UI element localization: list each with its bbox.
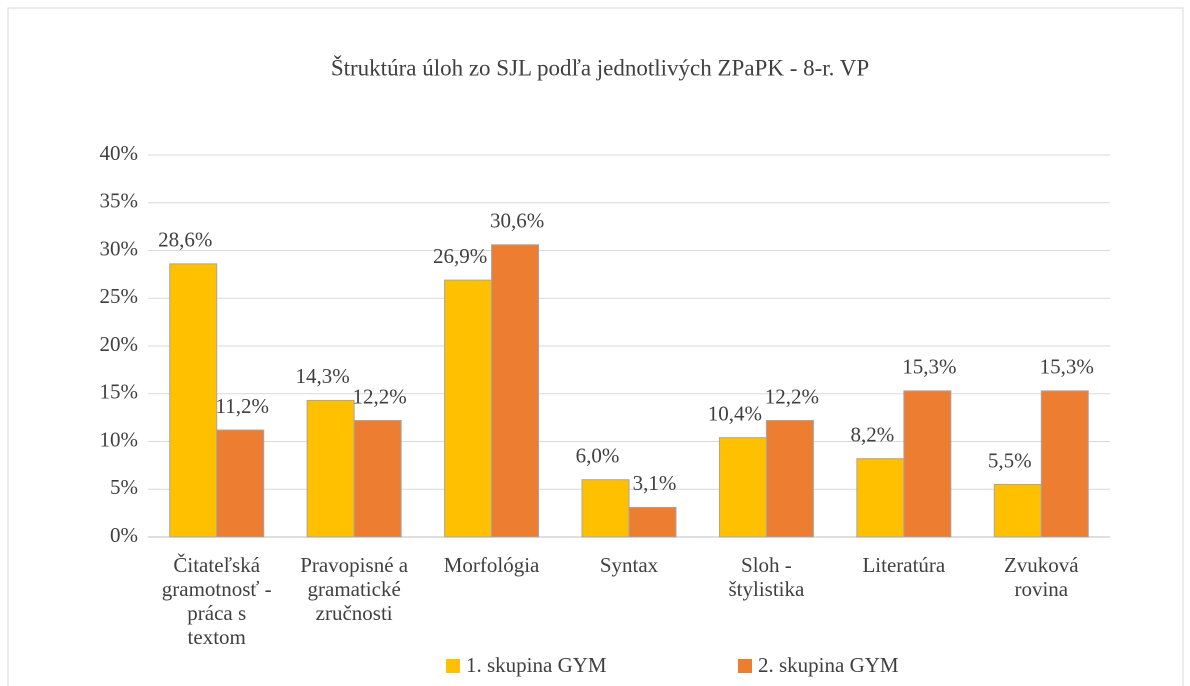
data-label: 3,1% bbox=[633, 471, 677, 495]
bar bbox=[903, 390, 952, 538]
x-tick-label: Zvuková rovina bbox=[1004, 553, 1079, 601]
bar bbox=[856, 458, 905, 538]
data-label: 15,3% bbox=[902, 355, 956, 379]
legend-swatch bbox=[738, 659, 752, 673]
data-label: 8,2% bbox=[850, 423, 894, 447]
x-tick-label: Čitateľská gramotnosť -práca s textom bbox=[162, 553, 272, 649]
y-tick-label: 40% bbox=[100, 141, 139, 165]
legend-label: 2. skupina GYM bbox=[758, 653, 899, 677]
y-tick-label: 10% bbox=[100, 427, 139, 451]
bar bbox=[1040, 390, 1089, 538]
y-tick-label: 30% bbox=[100, 236, 139, 260]
chart-title: Štruktúra úloh zo SJL podľa jednotlivých… bbox=[331, 54, 869, 80]
y-tick-label: 25% bbox=[100, 284, 139, 308]
bar bbox=[491, 244, 540, 538]
data-label: 12,2% bbox=[353, 384, 407, 408]
data-label: 12,2% bbox=[765, 384, 819, 408]
bar bbox=[628, 506, 677, 538]
legend-swatch bbox=[446, 659, 460, 673]
bar bbox=[993, 483, 1042, 538]
bar bbox=[169, 263, 218, 538]
bar bbox=[581, 479, 630, 538]
bar bbox=[306, 399, 355, 538]
data-label: 11,2% bbox=[215, 394, 268, 418]
x-tick-label: Sloh -štylistika bbox=[729, 553, 806, 601]
bar bbox=[444, 279, 493, 538]
bar bbox=[353, 419, 402, 538]
y-tick-label: 15% bbox=[100, 380, 139, 404]
y-tick-label: 5% bbox=[110, 475, 138, 499]
y-tick-label: 35% bbox=[100, 189, 139, 213]
data-label: 6,0% bbox=[576, 444, 620, 468]
y-tick-label: 0% bbox=[110, 523, 138, 547]
bar bbox=[216, 429, 265, 538]
data-label: 5,5% bbox=[988, 448, 1032, 472]
x-tick-label: Syntax bbox=[600, 553, 659, 577]
legend-label: 1. skupina GYM bbox=[466, 653, 607, 677]
x-tick-label: Literatúra bbox=[862, 553, 945, 577]
data-label: 30,6% bbox=[490, 209, 544, 233]
data-label: 14,3% bbox=[296, 364, 350, 388]
x-tick-label: Pravopisné a gramatické zručnosti bbox=[300, 553, 409, 625]
data-label: 15,3% bbox=[1040, 355, 1094, 379]
data-label: 26,9% bbox=[433, 244, 487, 268]
bar bbox=[718, 437, 767, 538]
data-label: 10,4% bbox=[708, 401, 762, 425]
data-label: 28,6% bbox=[158, 228, 212, 252]
y-tick-label: 20% bbox=[100, 332, 139, 356]
x-tick-label: Morfológia bbox=[444, 553, 540, 577]
bar bbox=[765, 419, 814, 538]
